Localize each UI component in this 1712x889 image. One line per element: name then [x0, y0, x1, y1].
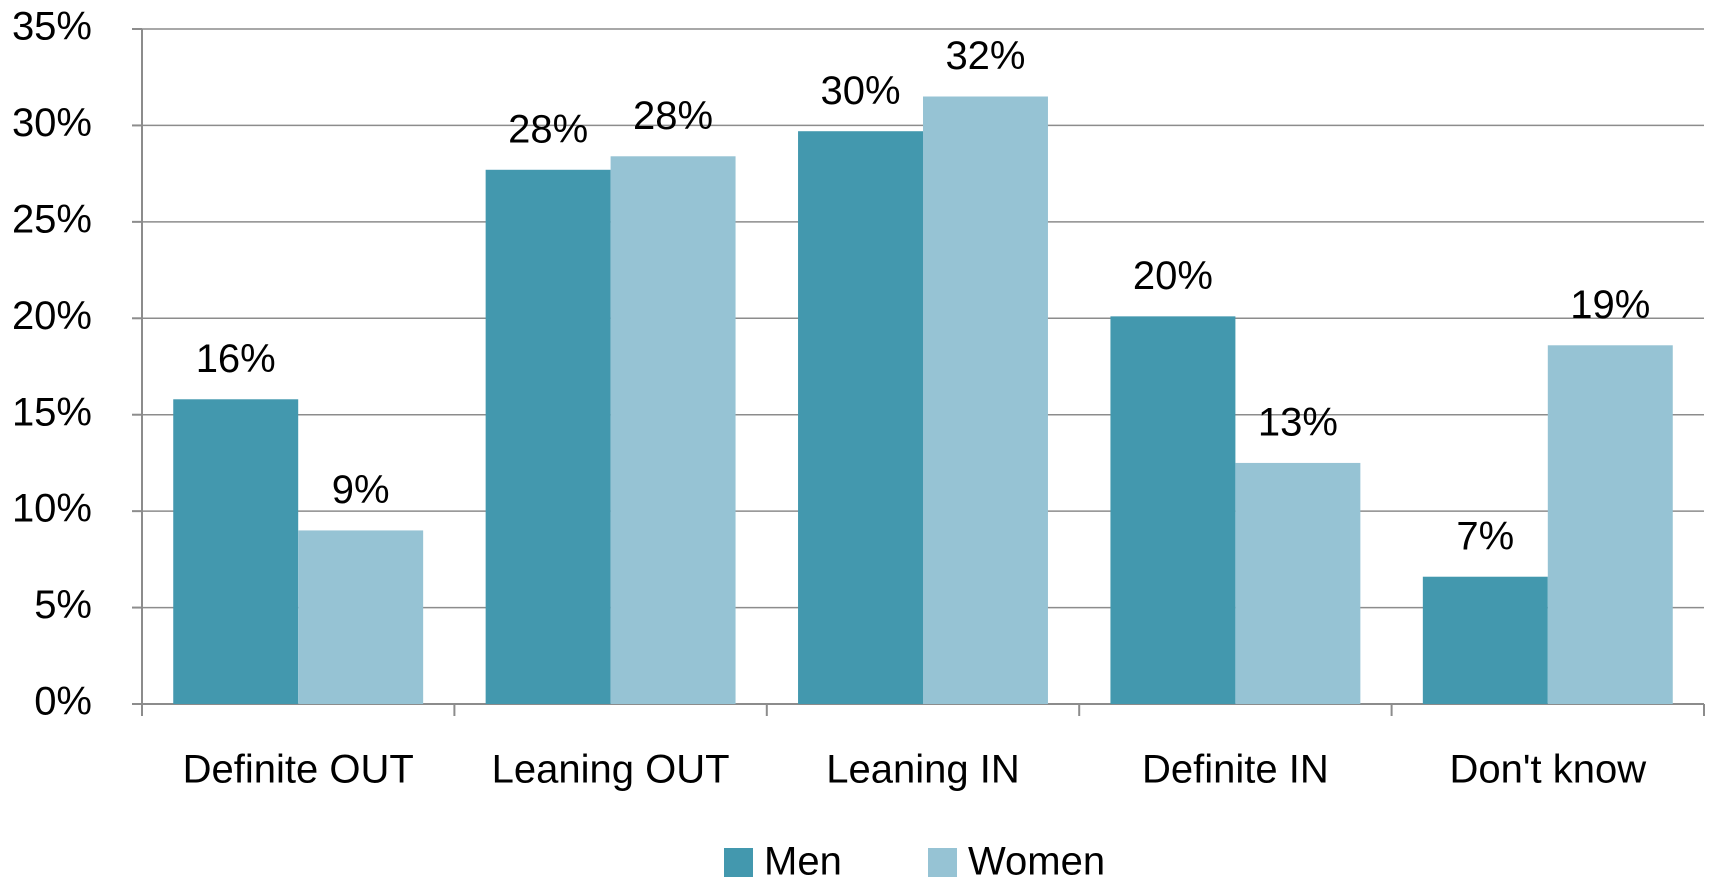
bar	[798, 131, 923, 704]
y-tick-label: 35%	[12, 5, 92, 49]
bar	[1110, 316, 1236, 704]
bar	[610, 156, 736, 705]
x-tick-label: Leaning IN	[826, 748, 1019, 792]
x-tick-label: Definite IN	[1142, 748, 1329, 792]
value-label: 16%	[196, 337, 276, 381]
value-label: 20%	[1133, 254, 1213, 298]
value-label: 28%	[508, 107, 588, 151]
legend-swatch	[928, 848, 957, 877]
y-tick-label: 30%	[12, 101, 92, 145]
bar	[298, 530, 424, 704]
x-tick-label: Definite OUT	[183, 748, 414, 792]
value-label: 7%	[1456, 514, 1514, 558]
x-tick-label: Don't know	[1449, 748, 1646, 792]
y-tick-label: 15%	[12, 390, 92, 434]
value-label: 9%	[332, 468, 390, 512]
legend-swatch	[724, 848, 753, 877]
value-label: 19%	[1570, 283, 1650, 327]
bar	[173, 399, 299, 704]
y-tick-label: 5%	[34, 583, 92, 627]
y-tick-label: 10%	[12, 487, 92, 531]
y-tick-label: 20%	[12, 294, 92, 338]
y-tick-label: 25%	[12, 197, 92, 241]
value-label: 30%	[820, 69, 900, 113]
legend-label: Women	[968, 840, 1105, 884]
bar	[923, 96, 1048, 704]
x-tick-label: Leaning OUT	[492, 748, 730, 792]
bar	[485, 169, 611, 705]
value-label: 32%	[945, 34, 1025, 78]
legend-label: Men	[764, 840, 842, 884]
bar	[1422, 576, 1548, 704]
value-label: 13%	[1258, 400, 1338, 444]
y-tick-label: 0%	[34, 680, 92, 724]
bar	[1547, 345, 1673, 704]
bar	[1235, 462, 1361, 704]
value-label: 28%	[633, 94, 713, 138]
